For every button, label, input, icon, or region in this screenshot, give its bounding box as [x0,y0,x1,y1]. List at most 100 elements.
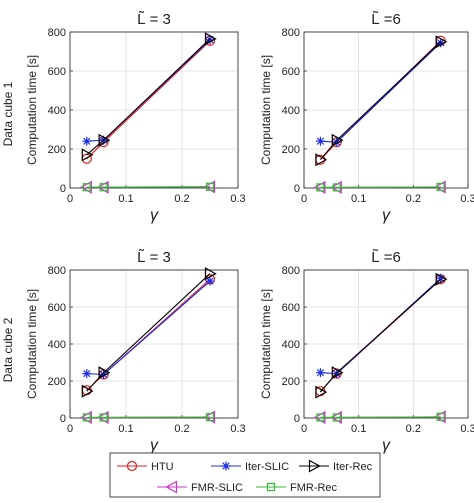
y-tick-label: 800 [48,27,66,39]
legend-marker [165,480,178,494]
y-tick-label: 600 [48,302,66,314]
x-tick-label: 0 [67,423,73,435]
data-point [436,273,446,283]
x-tick-label: 0.2 [174,423,189,435]
data-point [82,369,92,379]
data-point [315,153,328,167]
x-axis-label: γ [150,207,159,224]
data-point [315,385,328,399]
y-tick-label: 400 [48,339,66,351]
x-tick-label: 0.1 [118,423,133,435]
data-point [99,370,109,380]
legend-entry-iter-rec: Iter-Rec [299,459,373,473]
legend-marker [221,461,231,471]
y-tick-label: 0 [60,183,66,195]
data-point [433,410,446,424]
y-tick-label: 200 [48,376,66,388]
data-point [204,32,217,46]
y-tick-label: 800 [282,265,300,277]
series-fmr-rec [316,412,445,422]
series-iter-slic [315,38,446,147]
x-tick-label: 0.3 [460,193,474,205]
chart-panel-1: 0 0.1 0.2 0.3 0 200 400 600 800 L̃ = 3 γ Computatio… [25,11,246,224]
data-point [203,180,216,194]
series-iter-rec [315,35,448,167]
x-tick-label: 0.3 [230,193,245,205]
data-point [82,136,92,146]
y-tick-label: 0 [294,183,300,195]
x-tick-label: 0.1 [118,193,133,205]
legend-entry-fmr-rec: FMR-Rec [256,482,338,494]
data-point [436,182,445,192]
legend-label: Iter-Rec [333,461,373,473]
data-point [332,183,341,192]
y-tick-label: 0 [60,413,66,425]
data-point [82,413,91,422]
series-line [320,416,441,418]
panel-title: L̃ = 3 [137,249,171,266]
data-point [82,183,91,192]
data-point [331,133,344,147]
series-fmr-rec [82,182,215,192]
axes-box [303,269,469,419]
series-fmr-rec [82,412,215,422]
series-iter-rec [81,267,217,398]
y-tick-label: 600 [282,66,300,78]
panel-title: L̃ = 3 [137,11,171,28]
data-point [332,413,341,422]
legend-entry-iter-slic: Iter-SLIC [211,461,289,473]
series-line [86,273,211,392]
data-point [331,366,344,380]
series-fmr-rec [316,182,445,192]
data-point [205,276,215,286]
y-tick-label: 800 [48,265,66,277]
x-tick-label: 0.2 [406,193,421,205]
y-axis-label: Computation time [s] [25,55,39,165]
y-tick-label: 800 [282,27,300,39]
y-tick-label: 400 [48,105,66,117]
x-axis-label: γ [382,437,391,454]
data-point [433,180,446,194]
legend-box [109,452,381,498]
data-point [316,183,325,192]
data-point [315,136,325,146]
data-point [203,410,216,424]
data-point [315,368,325,378]
data-point [436,412,445,421]
axes-box [69,31,239,189]
x-tick-label: 0.2 [174,193,189,205]
x-tick-label: 0 [301,423,307,435]
data-point [436,38,446,48]
data-point [204,267,217,281]
axes-box [69,269,239,419]
series-iter-slic [82,276,215,380]
chart-panel-4: 0 0.1 0.2 0.3 0 200 400 600 800 L̃ =6 γ Computation… [259,249,474,454]
panel-title: L̃ =6 [371,249,401,266]
x-axis-label: γ [150,437,159,454]
legend-label: HTU [151,461,174,473]
y-tick-label: 400 [282,339,300,351]
x-tick-label: 0.1 [351,193,366,205]
y-tick-label: 0 [294,413,300,425]
legend-entry-htu: HTU [117,460,174,473]
y-tick-label: 400 [282,105,300,117]
data-point [99,413,108,422]
data-point [205,35,215,45]
data-point [99,183,108,192]
row-label-2: Data cube 2 [1,317,15,382]
y-axis-label: Computation time [s] [259,289,273,399]
axes-box [303,31,469,189]
legend-marker [266,482,276,492]
legend: HTU Iter-SLIC Iter-Rec FMR-SLIC FMR-Rec [109,452,381,498]
legend-label: FMR-Rec [290,482,338,494]
series-line [319,278,442,393]
data-point [81,148,94,162]
y-tick-label: 200 [282,376,300,388]
data-point [205,412,215,422]
y-tick-label: 200 [48,144,66,156]
y-tick-label: 200 [282,144,300,156]
data-point [435,272,448,286]
x-tick-label: 0 [301,193,307,205]
series-iter-rec [315,272,448,399]
